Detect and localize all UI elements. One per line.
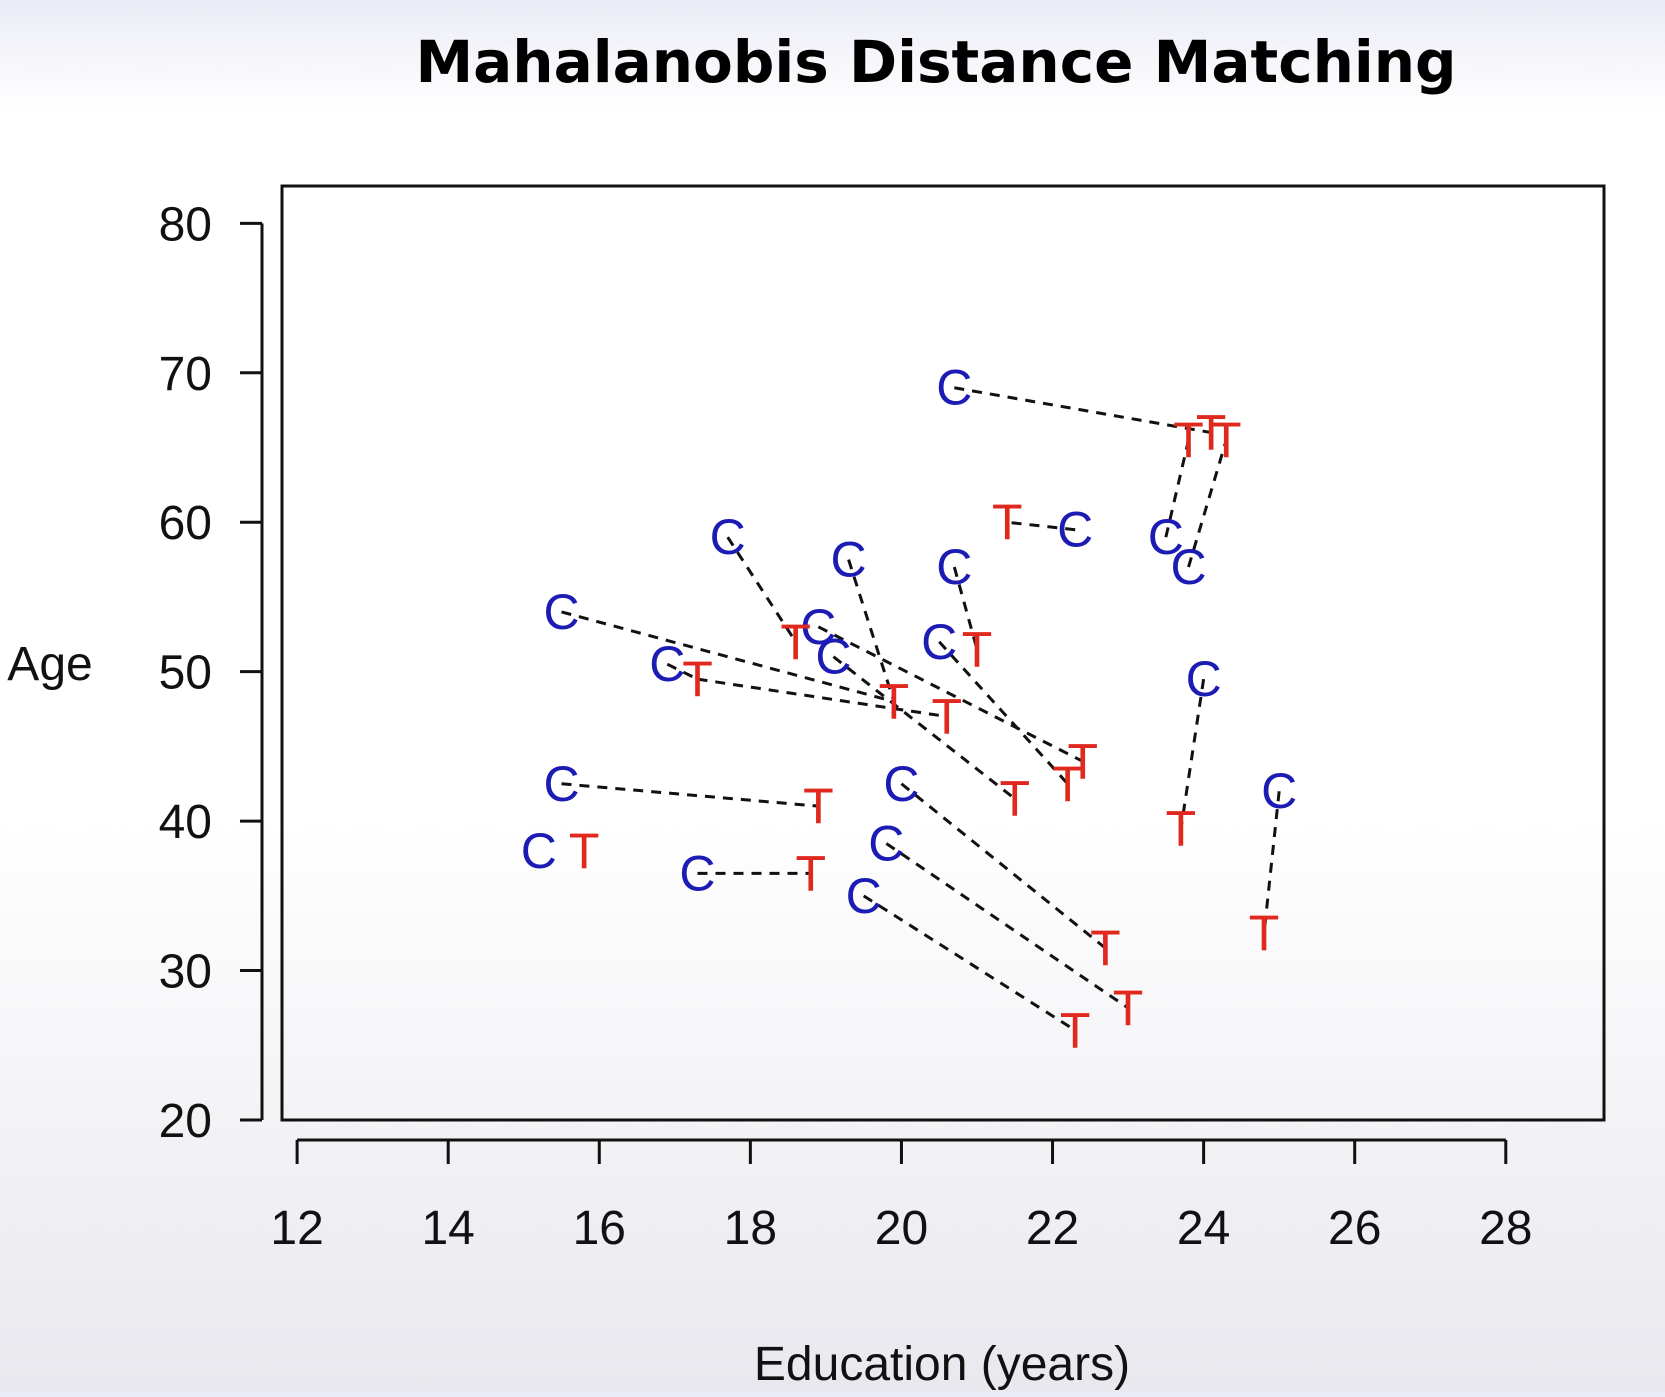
x-tick-label: 24 — [1177, 1202, 1230, 1255]
x-tick-label: 26 — [1328, 1202, 1381, 1255]
match-line — [900, 782, 1107, 950]
y-tick-label: 30 — [159, 946, 212, 999]
match-line — [817, 625, 1084, 763]
match-line — [832, 655, 1016, 800]
y-tick-label: 70 — [159, 348, 212, 401]
control-point: C — [846, 868, 882, 924]
treated-point: T — [1196, 405, 1227, 461]
control-point: C — [831, 532, 867, 588]
match-line — [666, 662, 699, 681]
treated-point: T — [932, 689, 963, 745]
treated-point: T — [796, 845, 827, 901]
x-tick-label: 18 — [724, 1202, 777, 1255]
match-line — [862, 894, 1077, 1032]
x-axis-label: Education (years) — [754, 1338, 1130, 1391]
treated-point: T — [1211, 412, 1242, 468]
treated-point: T — [1173, 412, 1204, 468]
match-line — [561, 610, 895, 704]
x-tick-label: 16 — [573, 1202, 626, 1255]
y-tick-label: 60 — [159, 497, 212, 550]
x-tick-label: 20 — [875, 1202, 928, 1255]
control-point: C — [1186, 651, 1222, 707]
axis-ticks: 12 14 16 18 20 22 24 26 28 20 30 40 50 60 70 80 — [159, 198, 1533, 1255]
treated-point: T — [569, 823, 600, 879]
treated-point: T — [1067, 733, 1098, 789]
y-tick-label: 40 — [159, 796, 212, 849]
control-point: C — [1170, 539, 1206, 595]
y-tick-label: 80 — [159, 198, 212, 251]
x-tick-label: 28 — [1479, 1202, 1532, 1255]
match-line — [1187, 439, 1228, 568]
control-point: C — [936, 539, 972, 595]
control-point: C — [936, 360, 972, 416]
match-line — [726, 536, 797, 643]
control-point: C — [800, 599, 836, 655]
chart-title: Mahalanobis Distance Matching — [415, 28, 1456, 96]
control-point: C — [1148, 509, 1184, 565]
match-line — [938, 640, 1069, 785]
match-line — [885, 842, 1129, 1010]
treated-point: T — [780, 614, 811, 670]
treated-point: T — [992, 494, 1023, 550]
x-tick-label: 12 — [270, 1202, 323, 1255]
treated-point: T — [999, 771, 1030, 827]
match-line — [1179, 678, 1206, 829]
control-point: C — [883, 756, 919, 812]
control-point: C — [543, 756, 579, 812]
plot-frame — [280, 184, 1606, 1122]
control-point: C — [1261, 763, 1297, 819]
match-line — [952, 566, 979, 650]
treated-point: T — [1249, 905, 1280, 961]
treated-point: T — [803, 778, 834, 834]
treated-point: T — [1052, 756, 1083, 812]
control-point: C — [868, 816, 904, 872]
y-tick-label: 50 — [159, 647, 212, 700]
control-point: C — [649, 636, 685, 692]
treated-point: T — [1090, 920, 1121, 976]
control-point: C — [679, 845, 715, 901]
control-point: C — [1057, 502, 1093, 558]
match-line — [1262, 791, 1281, 934]
match-line — [1007, 520, 1076, 532]
treated-point: T — [1060, 1002, 1091, 1058]
control-point: C — [543, 584, 579, 640]
control-point: C — [710, 509, 746, 565]
treated-point: T — [879, 674, 910, 730]
match-line — [847, 559, 896, 703]
x-tick-label: 22 — [1026, 1202, 1079, 1255]
control-point: C — [921, 614, 957, 670]
y-tick-label: 20 — [159, 1095, 212, 1148]
match-line — [697, 677, 947, 718]
control-point: C — [815, 629, 851, 685]
x-tick-label: 14 — [421, 1202, 474, 1255]
treated-point: T — [1113, 980, 1144, 1036]
treated-point: T — [962, 621, 993, 677]
treated-point: T — [1166, 801, 1197, 857]
control-point: C — [521, 823, 557, 879]
y-axis-label: Age — [7, 638, 92, 691]
match-line — [561, 782, 819, 808]
match-line — [954, 386, 1212, 435]
match-lines — [561, 386, 1281, 1032]
treated-point: T — [682, 651, 713, 707]
